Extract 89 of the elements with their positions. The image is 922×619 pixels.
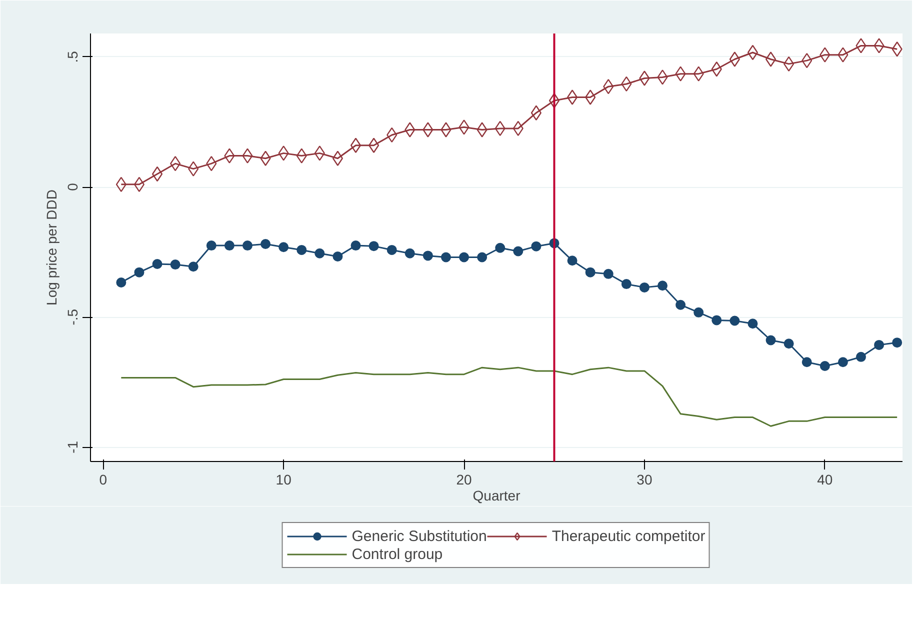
point	[368, 138, 380, 153]
point	[350, 240, 361, 251]
point	[766, 335, 776, 346]
point	[856, 352, 866, 362]
point	[729, 52, 740, 67]
line-series	[120, 366, 898, 427]
y-tick-label: .5	[64, 50, 80, 63]
point	[404, 248, 415, 258]
point	[802, 357, 812, 368]
legend-label: Therapeutic competitor	[552, 527, 706, 545]
point	[748, 318, 758, 329]
point	[134, 267, 144, 278]
point	[386, 244, 397, 255]
point	[621, 279, 632, 290]
point	[459, 252, 470, 262]
legend-label: Generic Substitution	[352, 527, 487, 545]
point	[278, 146, 289, 161]
point	[530, 105, 542, 120]
y-tick-label: -.5	[64, 308, 80, 326]
point	[838, 357, 848, 368]
point	[548, 93, 560, 108]
point	[224, 148, 235, 164]
point	[567, 90, 578, 105]
legend-label: Control group	[352, 545, 443, 563]
point	[296, 244, 307, 255]
point	[694, 307, 704, 318]
point	[440, 252, 451, 262]
point	[784, 338, 794, 349]
point	[188, 161, 199, 176]
x-tick-label: 20	[456, 472, 472, 488]
point	[856, 38, 866, 54]
point	[495, 242, 506, 253]
point	[657, 70, 668, 85]
point	[116, 278, 126, 288]
point	[820, 47, 830, 62]
point	[658, 280, 668, 291]
point	[242, 240, 252, 251]
point	[350, 138, 362, 153]
point	[314, 248, 325, 258]
point	[639, 70, 650, 86]
point	[675, 66, 686, 82]
point	[368, 241, 379, 252]
point	[278, 242, 289, 252]
point	[188, 262, 198, 272]
point	[242, 148, 253, 164]
point	[477, 252, 488, 262]
point	[224, 240, 234, 251]
point	[711, 62, 722, 77]
point	[404, 122, 416, 138]
point	[567, 256, 578, 266]
y-axis-title: Log price per DDD	[44, 190, 60, 306]
point	[892, 42, 902, 57]
point	[314, 146, 325, 161]
point	[260, 238, 271, 249]
x-tick-label: 10	[276, 472, 292, 488]
point	[712, 315, 722, 326]
point	[585, 267, 596, 278]
x-axis-title: Quarter	[472, 488, 521, 504]
y-tick-label: -1	[64, 440, 80, 454]
y-tick-label: 0	[64, 182, 80, 191]
point	[838, 47, 848, 62]
point	[476, 122, 488, 138]
point	[585, 90, 596, 105]
x-tick-label: 30	[636, 472, 652, 488]
point	[152, 259, 162, 270]
point	[892, 338, 902, 348]
point	[206, 240, 216, 251]
point	[531, 241, 542, 252]
point	[874, 38, 884, 54]
point	[639, 282, 650, 292]
point	[170, 260, 180, 270]
point	[440, 122, 452, 138]
point	[603, 268, 614, 279]
point	[260, 150, 271, 166]
point	[820, 361, 830, 372]
x-tick-label: 0	[99, 472, 108, 488]
point	[874, 340, 884, 350]
point	[693, 66, 704, 82]
point	[422, 250, 433, 261]
point	[513, 246, 524, 256]
point	[676, 300, 686, 310]
point	[730, 316, 740, 326]
point	[296, 148, 307, 164]
point	[458, 120, 470, 135]
x-tick-label: 40	[817, 472, 833, 488]
point	[766, 52, 776, 67]
point	[422, 122, 434, 138]
point	[332, 150, 343, 166]
point	[332, 251, 343, 262]
